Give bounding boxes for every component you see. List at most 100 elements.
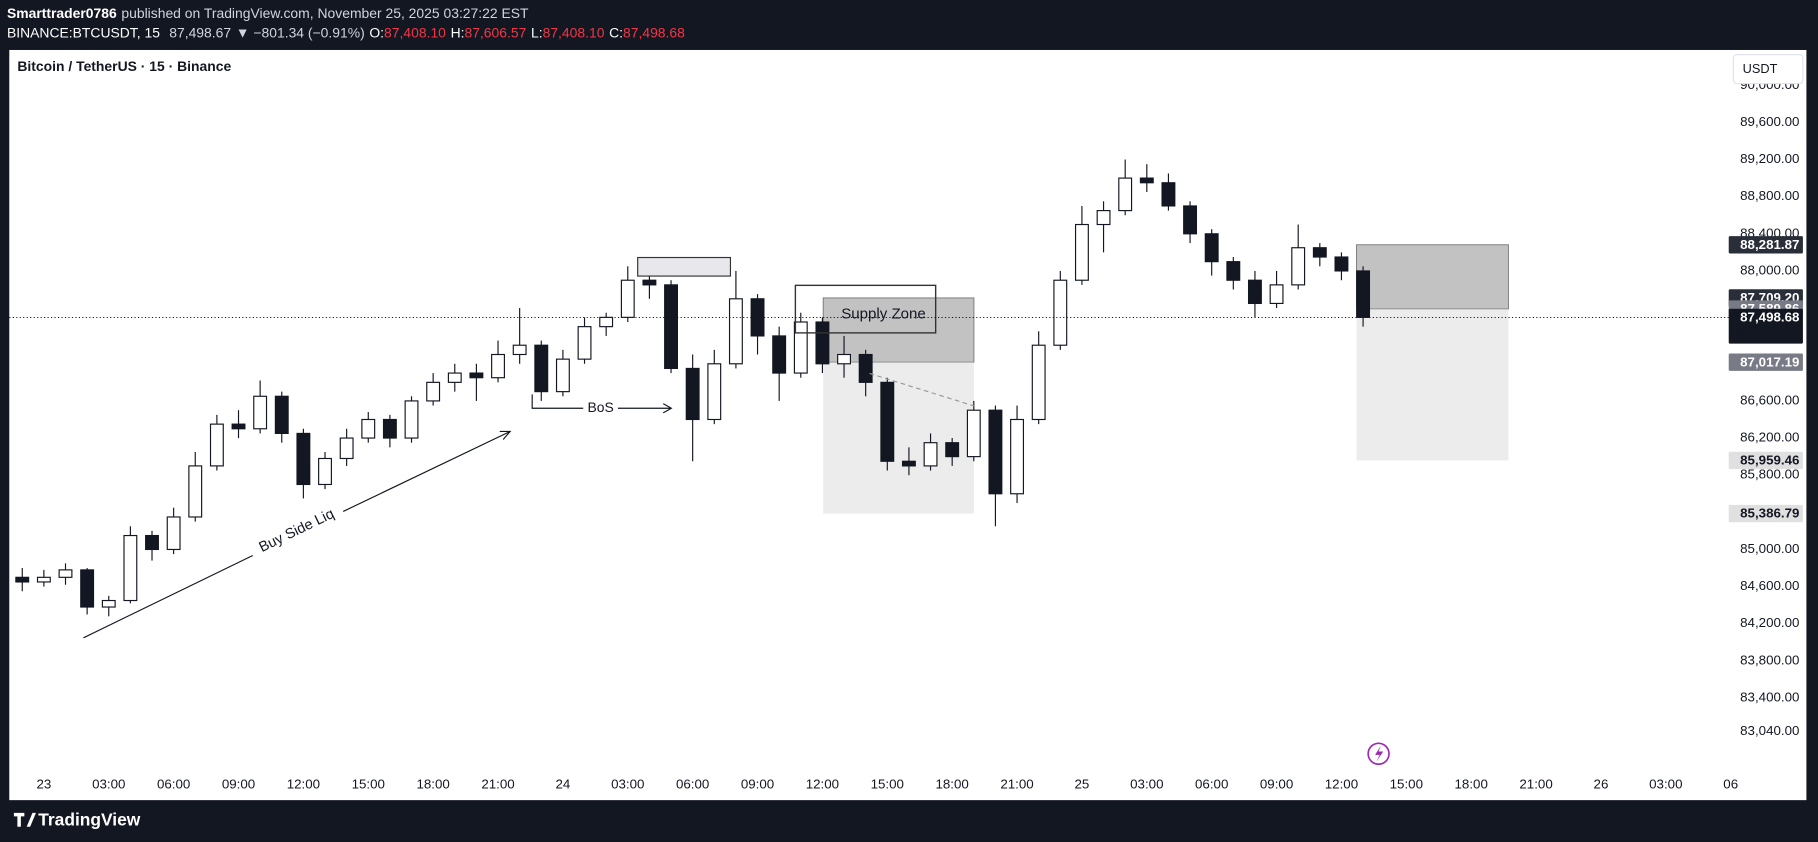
x-tick-label: 15:00 <box>352 777 385 792</box>
candle-body <box>1312 247 1327 258</box>
candle-body <box>1053 279 1068 346</box>
x-tick-label: 09:00 <box>1260 777 1293 792</box>
candle-body <box>36 576 51 583</box>
y-tick-label: 84,600.00 <box>1740 578 1799 593</box>
candle-body <box>296 432 311 486</box>
x-tick-label: 09:00 <box>222 777 255 792</box>
price-label: 87,017.19 <box>1740 354 1799 369</box>
x-tick-label: 12:00 <box>1325 777 1358 792</box>
x-tick-label: 09:00 <box>741 777 774 792</box>
change: ▼ −801.34 (−0.91%) <box>236 24 365 40</box>
last: 87,498.67 <box>169 24 231 40</box>
candle-body <box>318 457 332 486</box>
x-tick-label: 12:00 <box>806 777 839 792</box>
bos-label: BoS <box>587 399 613 415</box>
candle-body <box>1356 270 1371 318</box>
x-tick-label: 06 <box>1723 777 1738 792</box>
zone-lower <box>1356 309 1509 461</box>
candle-body <box>1269 284 1284 305</box>
candle-body <box>772 335 787 374</box>
x-tick-label: 21:00 <box>1000 777 1033 792</box>
y-tick-label: 86,200.00 <box>1740 430 1799 445</box>
x-tick-label: 12:00 <box>287 777 320 792</box>
price-label-bg <box>1728 236 1803 254</box>
candle-body <box>1096 210 1111 226</box>
candle-body <box>1183 205 1198 235</box>
candle-body <box>1139 177 1154 184</box>
candle-body <box>642 279 657 286</box>
candle-body <box>793 321 808 374</box>
candle-body <box>1074 223 1089 281</box>
candle-body <box>166 516 181 551</box>
x-tick-label: 21:00 <box>481 777 514 792</box>
candle-body <box>620 279 635 318</box>
candle-body <box>231 423 246 430</box>
candle-body <box>447 372 462 383</box>
brand: TradingView <box>38 810 141 830</box>
candle-body <box>80 569 95 608</box>
zone-upper <box>1356 244 1509 310</box>
candle-body <box>599 316 614 328</box>
x-tick-label: 03:00 <box>92 777 125 792</box>
x-tick-label: 03:00 <box>611 777 644 792</box>
candle-body <box>469 372 484 379</box>
candle-body <box>382 418 397 439</box>
candle-body <box>188 465 203 518</box>
last-price-label: 87,498.68 <box>1740 310 1799 325</box>
x-tick-label: 23 <box>36 777 51 792</box>
dashed-path <box>869 372 975 407</box>
candle-body <box>123 534 138 602</box>
candle-body <box>664 284 678 370</box>
candle-body <box>512 344 527 356</box>
candle-body <box>339 437 354 460</box>
alert-icon[interactable] <box>1367 742 1390 766</box>
countdown: 02:40 <box>1736 326 1769 341</box>
candle-body <box>577 326 592 360</box>
axes: 90,000.0089,600.0089,200.0088,800.0088,4… <box>9 77 1803 792</box>
chart-title: Bitcoin / TetherUS · 15 · Binance <box>17 58 231 74</box>
x-tick-label: 18:00 <box>935 777 968 792</box>
currency-button[interactable] <box>1732 54 1804 85</box>
ohlc-label: C: <box>609 24 623 40</box>
candle-body <box>145 534 159 551</box>
y-tick-label: 89,600.00 <box>1740 114 1799 129</box>
y-tick-label: 88,800.00 <box>1740 188 1799 203</box>
candle-body <box>707 363 722 421</box>
y-tick-label: 83,400.00 <box>1740 690 1799 705</box>
candle-body <box>815 321 830 365</box>
alert-bolt <box>1375 745 1384 762</box>
supply-box <box>794 284 937 334</box>
candle-body <box>404 400 419 439</box>
ohlc-value: 87,408.10 <box>384 24 446 40</box>
currency: USDT <box>1743 61 1778 76</box>
x-tick-label: 18:00 <box>1455 777 1488 792</box>
candle-body <box>15 576 30 583</box>
price-label-bg <box>1728 353 1803 371</box>
y-tick-label: 85,000.00 <box>1740 541 1799 556</box>
candle-body <box>901 460 916 467</box>
y-tick-label: 88,000.00 <box>1740 262 1799 277</box>
x-tick-label: 03:00 <box>1649 777 1682 792</box>
x-tick-label: 25 <box>1075 777 1090 792</box>
candle-body <box>426 381 441 402</box>
candle-body <box>1291 247 1306 286</box>
ohlc-label: L: <box>531 24 543 40</box>
y-tick-label: 83,800.00 <box>1740 652 1799 667</box>
candle-body <box>253 395 268 430</box>
candles <box>15 159 1371 617</box>
x-tick-label: 24 <box>555 777 570 792</box>
price-label-bg <box>1728 451 1803 470</box>
candle-body <box>685 367 700 421</box>
candle-body <box>1118 177 1133 212</box>
candle-body <box>966 409 981 458</box>
y-tick-label: 84,200.00 <box>1740 615 1799 630</box>
x-tick-label: 18:00 <box>416 777 449 792</box>
ohlc-value: 87,606.57 <box>464 24 526 40</box>
candle-body <box>858 353 873 383</box>
x-tick-label: 06:00 <box>676 777 709 792</box>
candle-body <box>361 418 376 439</box>
candle-body <box>945 442 960 458</box>
last-price-bg <box>1728 308 1803 344</box>
